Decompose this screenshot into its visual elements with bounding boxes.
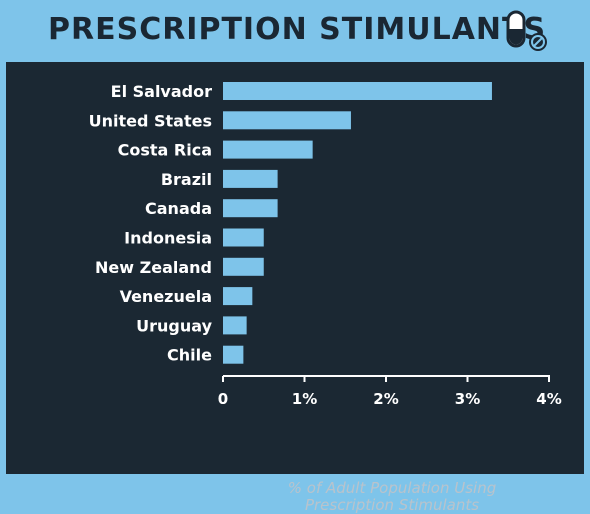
- bar-chart: El Salvador United States Costa Rica Brazil…: [89, 82, 562, 408]
- bar: [223, 345, 244, 364]
- x-axis-label: % of Adult Population Using Prescription…: [236, 480, 548, 514]
- bar: [223, 257, 264, 276]
- bar: [223, 199, 278, 218]
- category-label: New Zealand: [95, 258, 212, 277]
- category-label: Canada: [145, 199, 212, 218]
- x-axis-label-line1: % of Adult Population Using: [287, 479, 497, 497]
- bar: [223, 228, 264, 247]
- bar: [223, 111, 351, 130]
- bar: [223, 169, 278, 188]
- x-tick-label: 1%: [292, 390, 317, 408]
- category-label: Uruguay: [136, 316, 212, 335]
- category-label: Brazil: [161, 170, 212, 189]
- bar: [223, 140, 313, 159]
- category-label: El Salvador: [111, 82, 212, 101]
- category-label: Costa Rica: [118, 141, 212, 160]
- chart-header: PRESCRIPTION STIMULANTS: [0, 0, 590, 62]
- x-axis-label-line2: Prescription Stimulants: [304, 496, 480, 514]
- bar: [223, 287, 253, 306]
- bar: [223, 316, 247, 335]
- bar: [223, 82, 492, 100]
- category-label: Chile: [167, 346, 212, 365]
- chart-panel: El Salvador United States Costa Rica Brazil…: [6, 62, 584, 514]
- x-tick-label: 0: [218, 390, 228, 408]
- pill-no-icon: [506, 10, 547, 51]
- category-label: Indonesia: [124, 229, 212, 248]
- x-tick-label: 2%: [373, 390, 398, 408]
- chart-title: PRESCRIPTION STIMULANTS: [48, 12, 547, 47]
- category-label: Venezuela: [120, 287, 212, 306]
- category-label: United States: [89, 111, 212, 130]
- x-tick-label: 4%: [536, 390, 561, 408]
- x-tick-label: 3%: [455, 390, 480, 408]
